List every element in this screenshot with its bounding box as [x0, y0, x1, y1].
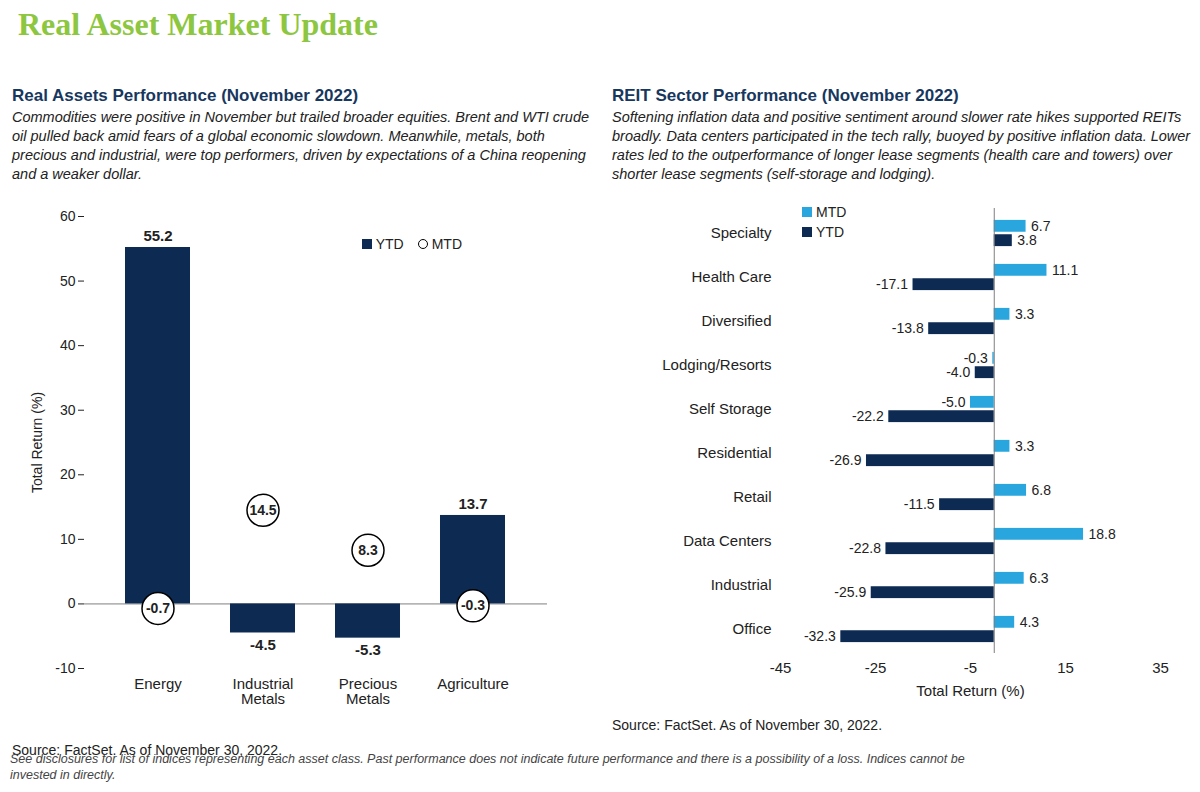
svg-text:15: 15 [1057, 659, 1074, 676]
svg-text:Total Return (%): Total Return (%) [29, 392, 45, 493]
svg-text:IndustrialMetals: IndustrialMetals [233, 675, 294, 707]
svg-text:Agriculture: Agriculture [437, 675, 509, 692]
svg-text:-0.3: -0.3 [461, 597, 485, 613]
svg-text:-0.7: -0.7 [146, 600, 170, 616]
svg-text:Industrial: Industrial [711, 576, 772, 593]
svg-text:0: 0 [68, 595, 76, 611]
svg-text:-22.8: -22.8 [849, 540, 881, 556]
svg-text:-22.2: -22.2 [852, 408, 884, 424]
svg-text:-0.3: -0.3 [963, 349, 988, 366]
svg-text:-4.0: -4.0 [946, 364, 970, 380]
html-text:YTD: YTD [375, 236, 404, 252]
svg-text:3.3: 3.3 [1015, 438, 1035, 454]
svg-text:20: 20 [60, 466, 76, 482]
svg-text:Specialty: Specialty [711, 224, 772, 241]
html-text:REIT Sector Performance (Novem: REIT Sector Performance (November 2022) [612, 86, 959, 105]
svg-text:60: 60 [60, 208, 76, 224]
svg-text:10: 10 [60, 531, 76, 547]
html-text:Real Assets Performance (Novem: Real Assets Performance (November 2022) [12, 86, 359, 105]
html-text:Commodities were positive in N: Commodities were positive in November bu… [12, 109, 589, 182]
html-text:Source: FactSet. As of Novembe: Source: FactSet. As of November 30, 2022… [12, 742, 282, 758]
svg-text:Residential: Residential [697, 444, 771, 461]
svg-text:-32.3: -32.3 [804, 628, 836, 644]
svg-text:Health Care: Health Care [691, 268, 771, 285]
html-text:Softening inflation data and p: Softening inflation data and positive se… [612, 109, 1191, 182]
svg-text:Energy: Energy [134, 675, 182, 692]
svg-text:PreciousMetals: PreciousMetals [339, 675, 397, 707]
svg-text:Self Storage: Self Storage [689, 400, 772, 417]
html-text:Real Asset Market Update: Real Asset Market Update [18, 6, 378, 42]
svg-text:4.3: 4.3 [1020, 614, 1040, 630]
svg-text:-10: -10 [55, 660, 75, 676]
svg-text:Total Return (%): Total Return (%) [916, 682, 1024, 699]
svg-text:-4.5: -4.5 [250, 636, 276, 653]
svg-text:30: 30 [60, 402, 76, 418]
html-text:MTD: MTD [431, 236, 462, 252]
svg-text:-5.0: -5.0 [941, 394, 965, 410]
svg-text:-25.9: -25.9 [834, 584, 866, 600]
svg-text:Office: Office [733, 620, 772, 637]
html-text:MTD: MTD [816, 204, 847, 220]
svg-text:-17.1: -17.1 [876, 276, 908, 292]
svg-text:Diversified: Diversified [701, 312, 771, 329]
svg-text:8.3: 8.3 [358, 542, 378, 558]
svg-text:-25: -25 [865, 659, 887, 676]
svg-text:Lodging/Resorts: Lodging/Resorts [662, 356, 771, 373]
svg-text:50: 50 [60, 273, 76, 289]
svg-text:14.5: 14.5 [249, 502, 276, 518]
svg-text:3.3: 3.3 [1015, 306, 1035, 322]
svg-text:18.8: 18.8 [1089, 526, 1116, 542]
svg-text:-11.5: -11.5 [904, 496, 935, 512]
svg-text:11.1: 11.1 [1052, 262, 1078, 278]
svg-text:-5.3: -5.3 [355, 641, 381, 658]
svg-text:-5: -5 [964, 659, 977, 676]
svg-text:6.8: 6.8 [1032, 482, 1052, 498]
svg-text:-13.8: -13.8 [892, 320, 924, 336]
svg-text:Data Centers: Data Centers [683, 532, 771, 549]
svg-text:55.2: 55.2 [143, 227, 172, 244]
svg-text:6.3: 6.3 [1029, 570, 1049, 586]
svg-text:-26.9: -26.9 [830, 452, 862, 468]
html-text:YTD: YTD [816, 224, 844, 240]
svg-text:3.8: 3.8 [1017, 232, 1037, 248]
svg-text:35: 35 [1152, 659, 1169, 676]
svg-text:6.7: 6.7 [1031, 217, 1051, 234]
html-text:See disclosures for list of in: See disclosures for list of indices repr… [10, 752, 965, 782]
svg-text:Retail: Retail [733, 488, 771, 505]
svg-text:40: 40 [60, 337, 76, 353]
svg-text:-45: -45 [770, 659, 792, 676]
svg-text:13.7: 13.7 [458, 495, 487, 512]
html-text:Source: FactSet. As of Novembe: Source: FactSet. As of November 30, 2022… [612, 717, 882, 733]
